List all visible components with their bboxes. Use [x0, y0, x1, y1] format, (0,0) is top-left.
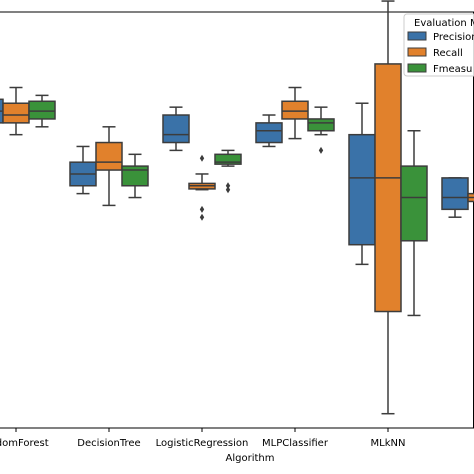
outlier-marker [225, 186, 231, 194]
x-tick-label-decisiontree: DecisionTree [77, 438, 140, 449]
x-tick-label-randomforest: andomForest [0, 438, 49, 449]
x-tick-label-mlknn: MLkNN [371, 438, 406, 449]
box-decisiontree-recall [95, 126, 123, 207]
legend-frame [403, 13, 474, 77]
box-iqr [2, 102, 30, 124]
x-tick-label-logisticregression: LogisticRegression [156, 438, 249, 449]
box-mlpclassifier-recall [281, 86, 309, 140]
box-mlpclassifier-precision [255, 114, 283, 148]
x-axis-label: Algorithm [226, 453, 275, 464]
outlier-marker [225, 182, 231, 190]
legend-label-precision: Precision [433, 32, 474, 43]
legend-label-fmeasure: Fmeasu [433, 64, 472, 75]
legend-label-recall: Recall [433, 48, 463, 59]
box-randomforest-recall [2, 86, 30, 136]
box-logisticregression-fmeasure [214, 149, 242, 194]
box-iqr [28, 100, 56, 120]
box-decisiontree-precision [69, 145, 97, 195]
box-mlknn-recall [374, 0, 402, 415]
box-mlpclassifier-fmeasure [307, 106, 335, 154]
box-logisticregression-recall [188, 154, 216, 221]
box-iqr [441, 177, 469, 211]
box-iqr [374, 63, 402, 313]
box-mlknn-fmeasure [400, 129, 428, 317]
x-tick-label-mlpclassifier: MLPClassifier [262, 438, 329, 449]
legend-title: Evaluation M [414, 18, 474, 29]
legend: Evaluation M Precision Recall Fmeasu [403, 13, 474, 77]
legend-swatch-precision [407, 31, 427, 41]
box-iqr [307, 118, 335, 132]
box-mlknn-precision [348, 102, 376, 266]
outlier-marker [199, 154, 205, 162]
legend-swatch-recall [407, 47, 427, 57]
box-logisticregression-precision [162, 106, 190, 152]
box-randomforest-fmeasure [28, 94, 56, 128]
box-iqr [121, 165, 149, 187]
box-iqr [348, 133, 376, 246]
box-decisiontree-fmeasure [121, 153, 149, 199]
box-iqr [162, 114, 190, 144]
box-iqr [281, 100, 309, 120]
box-iqr [95, 141, 123, 171]
outlier-marker [199, 213, 205, 221]
outlier-marker [318, 146, 324, 154]
box-iqr [214, 153, 242, 165]
box-iqr [400, 165, 428, 242]
box-iqr [255, 122, 283, 144]
box-dummy-recall [467, 192, 474, 203]
box-dummy-precision [441, 177, 469, 218]
outlier-marker [199, 205, 205, 213]
legend-swatch-fmeasure [407, 63, 427, 73]
